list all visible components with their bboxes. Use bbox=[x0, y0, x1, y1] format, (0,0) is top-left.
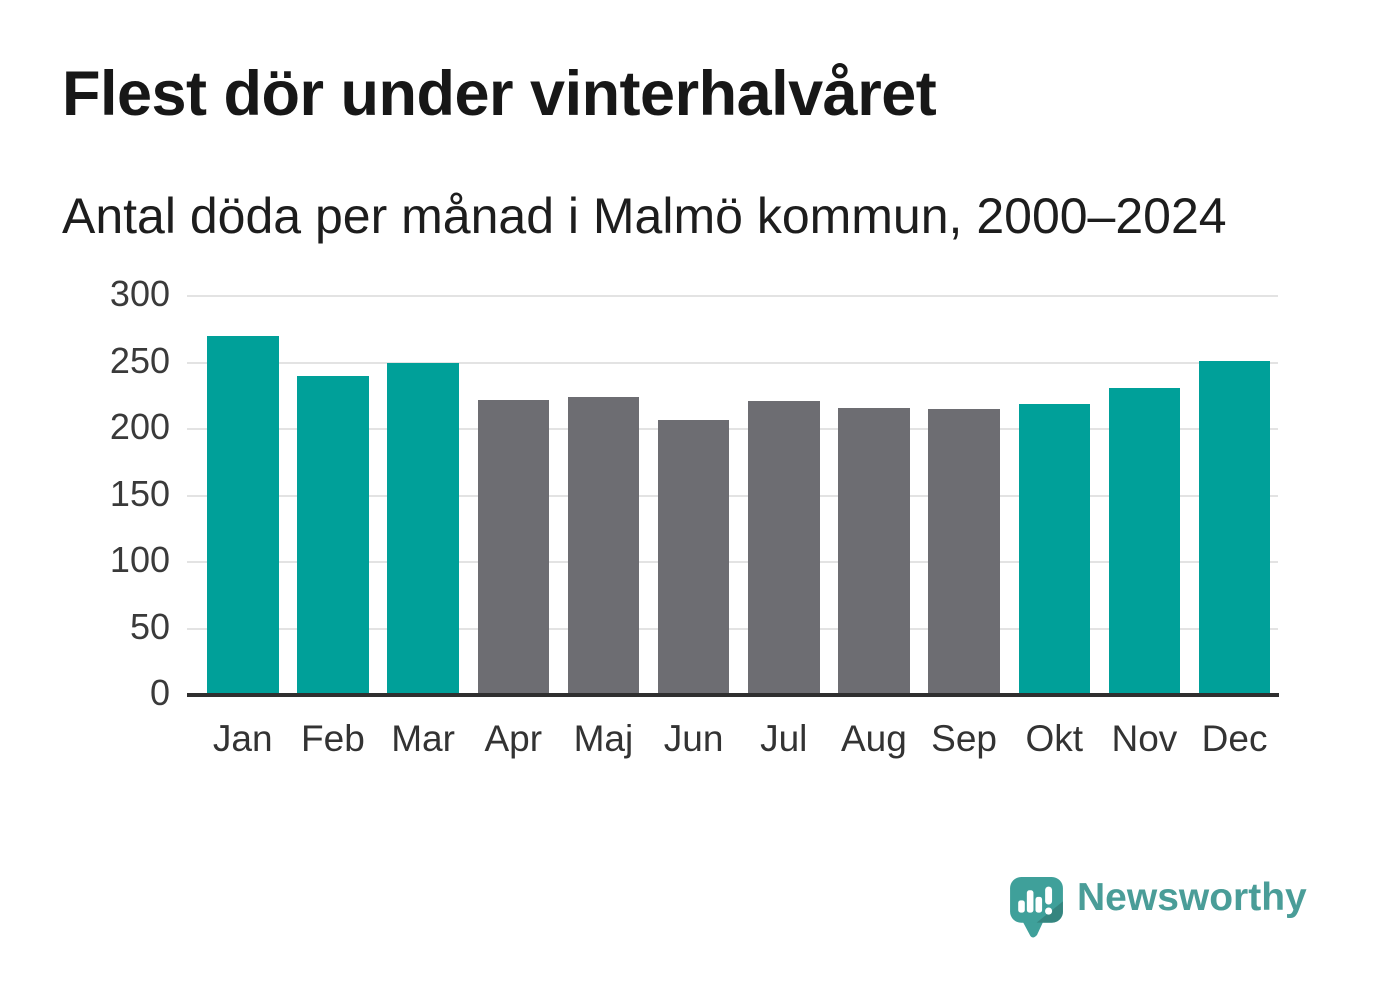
bar-apr bbox=[477, 399, 549, 695]
logo-exclamation-dot bbox=[1045, 907, 1053, 915]
x-tick-label-jul: Jul bbox=[760, 718, 808, 759]
gridline-250 bbox=[187, 361, 1278, 364]
gridline-150 bbox=[187, 494, 1278, 497]
bar-dec bbox=[1198, 361, 1271, 695]
chart-subtitle: Antal döda per månad i Malmö kommun, 200… bbox=[62, 188, 1227, 244]
gridline-50 bbox=[187, 627, 1278, 630]
x-axis-line bbox=[187, 693, 1279, 697]
bar-jul bbox=[748, 401, 820, 695]
bar-okt bbox=[1018, 403, 1090, 695]
logo-exclamation-stem bbox=[1045, 886, 1053, 905]
newsworthy-logo-text: Newsworthy bbox=[1077, 876, 1307, 919]
gridline-200 bbox=[187, 428, 1278, 430]
x-tick-label-okt: Okt bbox=[1025, 718, 1084, 759]
x-tick-label-aug: Aug bbox=[840, 718, 907, 759]
y-tick-label-0: 0 bbox=[149, 672, 170, 713]
bar-maj bbox=[567, 397, 640, 695]
bar-feb bbox=[297, 375, 369, 695]
logo-bar-small bbox=[1018, 900, 1025, 913]
y-tick-label-200: 200 bbox=[109, 406, 170, 447]
x-tick-label-apr: Apr bbox=[484, 718, 543, 759]
y-tick-label-50: 50 bbox=[129, 605, 170, 647]
bar-sep bbox=[928, 409, 1000, 695]
x-tick-label-dec: Dec bbox=[1201, 718, 1268, 759]
x-tick-label-feb: Feb bbox=[301, 718, 365, 759]
gridline-300 bbox=[187, 295, 1278, 297]
gridline-100 bbox=[187, 561, 1278, 563]
bar-jan bbox=[207, 335, 279, 695]
logo-bubble-tail bbox=[1022, 920, 1044, 938]
x-tick-label-maj: Maj bbox=[573, 718, 634, 759]
bar-jun bbox=[657, 419, 730, 695]
plot-area: 0 50 100 150 200 250 300 Jan Feb Mar Apr Maj Jun Jul… bbox=[110, 273, 1279, 759]
bar-nov bbox=[1108, 387, 1181, 695]
y-tick-label-250: 250 bbox=[109, 339, 170, 381]
y-tick-label-150: 150 bbox=[109, 472, 170, 514]
x-tick-label-jan: Jan bbox=[212, 718, 273, 759]
logo-bar-medium bbox=[1035, 896, 1043, 913]
bar-mar bbox=[387, 362, 459, 695]
chart-title: Flest dör under vinterhalvåret bbox=[62, 59, 937, 129]
logo-bar-tall bbox=[1026, 890, 1034, 913]
y-tick-label-100: 100 bbox=[109, 539, 170, 580]
x-tick-label-jun: Jun bbox=[663, 718, 724, 759]
newsworthy-logo-icon bbox=[1010, 877, 1063, 938]
x-tick-label-mar: Mar bbox=[391, 718, 455, 759]
y-tick-label-300: 300 bbox=[109, 273, 170, 314]
x-tick-label-nov: Nov bbox=[1111, 718, 1178, 759]
x-tick-label-sep: Sep bbox=[931, 718, 997, 759]
bar-aug bbox=[838, 407, 910, 695]
